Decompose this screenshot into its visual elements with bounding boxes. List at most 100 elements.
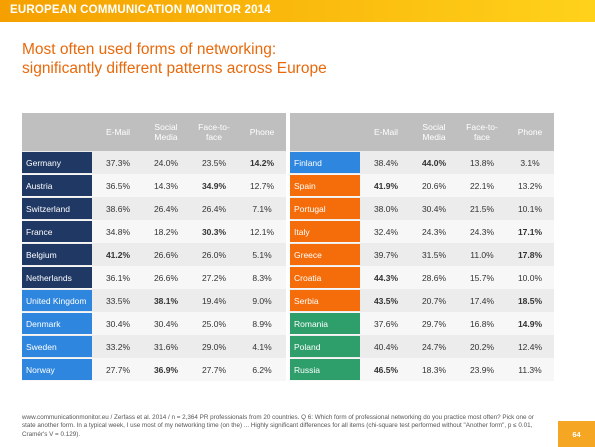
left-value-cell: 12.7% [249, 180, 275, 191]
left-value-cell: 33.2% [105, 341, 131, 352]
right-value-cell: 22.1% [469, 180, 495, 191]
right-value-cell: 29.7% [421, 318, 447, 329]
right-value-cell: 46.5% [373, 364, 399, 375]
left-value-cell: 38.6% [105, 203, 131, 214]
left-country-label: Sweden [22, 336, 92, 357]
right-value-cell: 23.9% [469, 364, 495, 375]
right-value-cell: 31.5% [421, 249, 447, 260]
left-value-cell: 27.7% [201, 364, 227, 375]
title-line-2: significantly different patterns across … [22, 60, 327, 77]
left-value-cell: 27.2% [201, 272, 227, 283]
right-header-band [290, 113, 554, 151]
left-value-cell: 8.9% [252, 318, 272, 329]
left-value-cell: 30.4% [105, 318, 131, 329]
left-country-label: Denmark [22, 313, 92, 334]
left-value-cell: 4.1% [252, 341, 272, 352]
top-banner: EUROPEAN COMMUNICATION MONITOR 2014 [0, 0, 595, 22]
right-value-cell: 24.3% [421, 226, 447, 237]
right-value-cell: 11.0% [470, 249, 494, 260]
left-value-cell: 26.6% [153, 272, 179, 283]
right-value-cell: 21.5% [469, 203, 495, 214]
right-country-label: Portugal [290, 198, 360, 219]
brand-title: EUROPEAN COMMUNICATION MONITOR 2014 [10, 4, 271, 16]
left-column-header: Social Media [154, 122, 178, 142]
left-header-band [22, 113, 286, 151]
right-value-cell: 13.2% [517, 180, 543, 191]
left-value-cell: 26.6% [153, 249, 179, 260]
left-column-header: E-Mail [105, 127, 131, 137]
left-value-cell: 34.8% [105, 226, 131, 237]
left-value-cell: 18.2% [153, 226, 179, 237]
right-value-cell: 20.6% [421, 180, 447, 191]
right-column-header: Face-to-face [466, 122, 498, 142]
right-value-cell: 32.4% [373, 226, 399, 237]
right-value-cell: 12.4% [517, 341, 543, 352]
left-value-cell: 12.1% [249, 226, 275, 237]
right-value-cell: 43.5% [373, 295, 399, 306]
right-value-cell: 15.7% [469, 272, 495, 283]
right-value-cell: 16.8% [469, 318, 495, 329]
left-value-cell: 36.9% [153, 364, 179, 375]
left-value-cell: 26.0% [201, 249, 227, 260]
left-value-cell: 38.1% [153, 295, 179, 306]
right-value-cell: 18.3% [421, 364, 447, 375]
left-value-cell: 26.4% [153, 203, 179, 214]
left-country-label: Germany [22, 152, 92, 173]
right-value-cell: 10.0% [517, 272, 543, 283]
left-country-label: Belgium [22, 244, 92, 265]
right-column-header: Social Media [422, 122, 446, 142]
right-value-cell: 3.1% [520, 157, 540, 168]
right-value-cell: 17.4% [469, 295, 495, 306]
right-country-label: Greece [290, 244, 360, 265]
left-country-label: Norway [22, 359, 92, 380]
right-value-cell: 30.4% [421, 203, 447, 214]
right-value-cell: 20.2% [469, 341, 495, 352]
right-country-label: Finland [290, 152, 360, 173]
left-value-cell: 19.4% [201, 295, 227, 306]
right-value-cell: 44.3% [373, 272, 399, 283]
left-value-cell: 14.2% [249, 157, 275, 168]
right-value-cell: 20.7% [421, 295, 447, 306]
left-value-cell: 26.4% [201, 203, 227, 214]
left-value-cell: 36.1% [105, 272, 131, 283]
right-value-cell: 17.1% [517, 226, 543, 237]
right-country-label: Serbia [290, 290, 360, 311]
left-value-cell: 24.0% [153, 157, 179, 168]
right-value-cell: 38.4% [373, 157, 399, 168]
left-value-cell: 41.2% [105, 249, 131, 260]
right-value-cell: 39.7% [373, 249, 399, 260]
left-value-cell: 36.5% [105, 180, 131, 191]
right-value-cell: 24.3% [469, 226, 495, 237]
left-column-header: Face-to-face [198, 122, 230, 142]
left-value-cell: 30.3% [201, 226, 227, 237]
left-value-cell: 7.1% [252, 203, 272, 214]
left-value-cell: 27.7% [105, 364, 131, 375]
left-value-cell: 30.4% [153, 318, 179, 329]
right-value-cell: 11.3% [518, 364, 542, 375]
right-value-cell: 17.8% [517, 249, 543, 260]
left-value-cell: 9.0% [252, 295, 272, 306]
right-value-cell: 41.9% [373, 180, 399, 191]
left-country-label: United Kingdom [22, 290, 92, 311]
right-column-header: Phone [517, 127, 543, 137]
left-value-cell: 25.0% [201, 318, 227, 329]
left-value-cell: 5.1% [252, 249, 272, 260]
left-country-label: Switzerland [22, 198, 92, 219]
right-value-cell: 10.1% [517, 203, 543, 214]
right-value-cell: 14.9% [517, 318, 543, 329]
right-country-label: Russia [290, 359, 360, 380]
right-country-label: Spain [290, 175, 360, 196]
left-country-label: Austria [22, 175, 92, 196]
left-value-cell: 6.2% [252, 364, 272, 375]
page-title: Most often used forms of networking: sig… [22, 40, 562, 78]
right-value-cell: 18.5% [517, 295, 543, 306]
right-value-cell: 38.0% [373, 203, 399, 214]
right-value-cell: 28.6% [421, 272, 447, 283]
left-value-cell: 29.0% [201, 341, 227, 352]
right-value-cell: 13.8% [469, 157, 495, 168]
left-country-label: France [22, 221, 92, 242]
left-value-cell: 14.3% [153, 180, 179, 191]
left-country-label: Netherlands [22, 267, 92, 288]
footnote: www.communicationmonitor.eu / Zerfass et… [22, 414, 534, 438]
left-column-header: Phone [249, 127, 275, 137]
